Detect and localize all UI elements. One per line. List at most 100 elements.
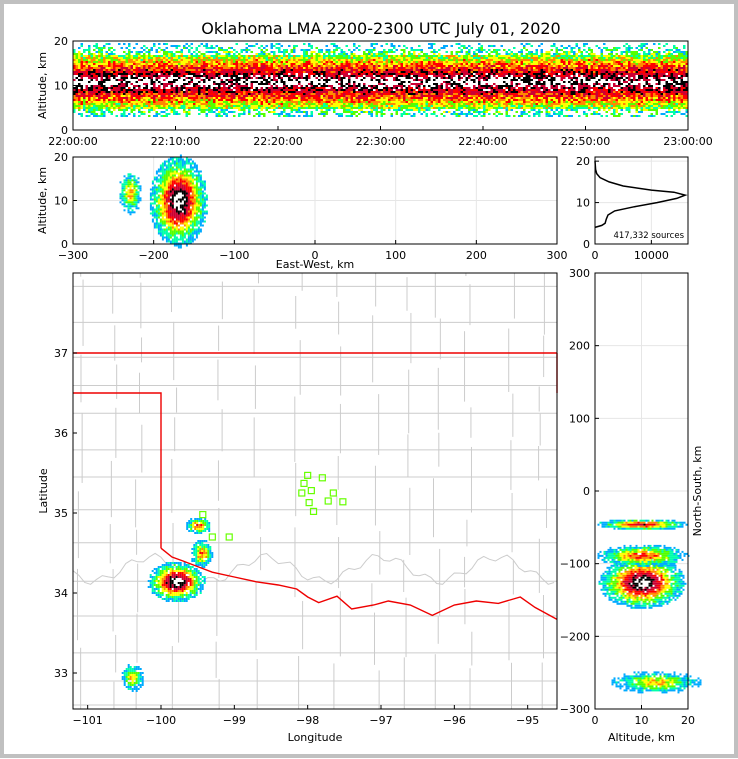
density-pixel	[303, 53, 306, 55]
density-pixel	[246, 85, 249, 87]
density-pixel	[201, 65, 204, 67]
density-pixel	[93, 71, 96, 73]
density-pixel	[88, 75, 91, 77]
density-pixel	[188, 93, 191, 95]
density-pixel	[163, 115, 166, 117]
density-pixel	[203, 57, 206, 59]
density-pixel	[168, 93, 171, 95]
density-pixel	[108, 109, 111, 111]
density-pixel	[418, 97, 421, 99]
density-pixel	[86, 107, 89, 109]
density-pixel	[343, 103, 346, 105]
density-pixel	[131, 93, 134, 95]
density-pixel	[271, 67, 274, 69]
density-pixel	[358, 73, 361, 75]
density-pixel	[213, 65, 216, 67]
density-pixel	[326, 91, 329, 93]
density-pixel	[268, 57, 271, 59]
density-pixel	[291, 85, 294, 87]
density-pixel	[261, 85, 264, 87]
density-pixel	[191, 97, 194, 99]
density-pixel	[251, 73, 254, 75]
density-pixel	[206, 55, 209, 57]
density-pixel	[126, 103, 129, 105]
density-pixel	[393, 67, 396, 69]
density-pixel	[366, 103, 369, 105]
density-pixel	[273, 93, 276, 95]
density-pixel	[448, 85, 451, 87]
density-pixel	[96, 51, 99, 53]
density-pixel	[361, 77, 364, 79]
density-pixel	[446, 83, 449, 85]
density-pixel	[358, 97, 361, 99]
density-pixel	[436, 65, 439, 67]
density-pixel	[113, 103, 116, 105]
density-pixel	[176, 91, 179, 93]
density-pixel	[383, 101, 386, 103]
density-pixel	[271, 59, 274, 61]
density-pixel	[283, 93, 286, 95]
density-pixel	[381, 79, 384, 81]
density-pixel	[121, 113, 124, 115]
density-pixel	[368, 79, 371, 81]
density-pixel	[228, 105, 231, 107]
density-pixel	[186, 47, 189, 49]
density-pixel	[103, 79, 106, 81]
density-pixel	[148, 57, 151, 59]
density-pixel	[328, 97, 331, 99]
density-pixel	[223, 65, 226, 67]
density-pixel	[201, 67, 204, 69]
density-pixel	[183, 103, 186, 105]
density-pixel	[426, 101, 429, 103]
density-pixel	[336, 89, 339, 91]
density-pixel	[218, 63, 221, 65]
density-pixel	[458, 67, 461, 69]
density-pixel	[198, 105, 201, 107]
density-pixel	[241, 77, 244, 79]
density-pixel	[176, 103, 179, 105]
density-pixel	[266, 93, 269, 95]
density-pixel	[158, 75, 161, 77]
density-pixel	[288, 91, 291, 93]
density-pixel	[388, 103, 391, 105]
density-pixel	[96, 73, 99, 75]
density-pixel	[388, 57, 391, 59]
density-pixel	[238, 95, 241, 97]
density-pixel	[131, 107, 134, 109]
density-pixel	[356, 63, 359, 65]
density-pixel	[306, 63, 309, 65]
density-pixel	[143, 103, 146, 105]
density-pixel	[393, 95, 396, 97]
density-pixel	[191, 71, 194, 73]
density-pixel	[323, 69, 326, 71]
density-pixel	[413, 79, 416, 81]
density-pixel	[268, 101, 271, 103]
density-pixel	[103, 69, 106, 71]
density-pixel	[231, 69, 234, 71]
density-pixel	[146, 93, 149, 95]
density-pixel	[186, 77, 189, 79]
density-pixel	[136, 97, 139, 99]
density-pixel	[401, 93, 404, 95]
density-pixel	[263, 81, 266, 83]
density-pixel	[176, 57, 179, 59]
density-pixel	[331, 51, 334, 53]
density-pixel	[406, 59, 409, 61]
density-pixel	[103, 75, 106, 77]
density-pixel	[306, 87, 309, 89]
density-pixel	[418, 55, 421, 57]
density-pixel	[261, 53, 264, 55]
density-pixel	[153, 73, 156, 75]
density-pixel	[168, 59, 171, 61]
density-pixel	[176, 113, 179, 115]
density-pixel	[426, 103, 429, 105]
density-pixel	[218, 69, 221, 71]
density-pixel	[376, 43, 379, 45]
density-pixel	[411, 61, 414, 63]
density-pixel	[198, 67, 201, 69]
density-pixel	[186, 103, 189, 105]
density-pixel	[118, 99, 121, 101]
density-pixel	[281, 89, 284, 91]
density-pixel	[303, 69, 306, 71]
density-pixel	[106, 97, 109, 99]
